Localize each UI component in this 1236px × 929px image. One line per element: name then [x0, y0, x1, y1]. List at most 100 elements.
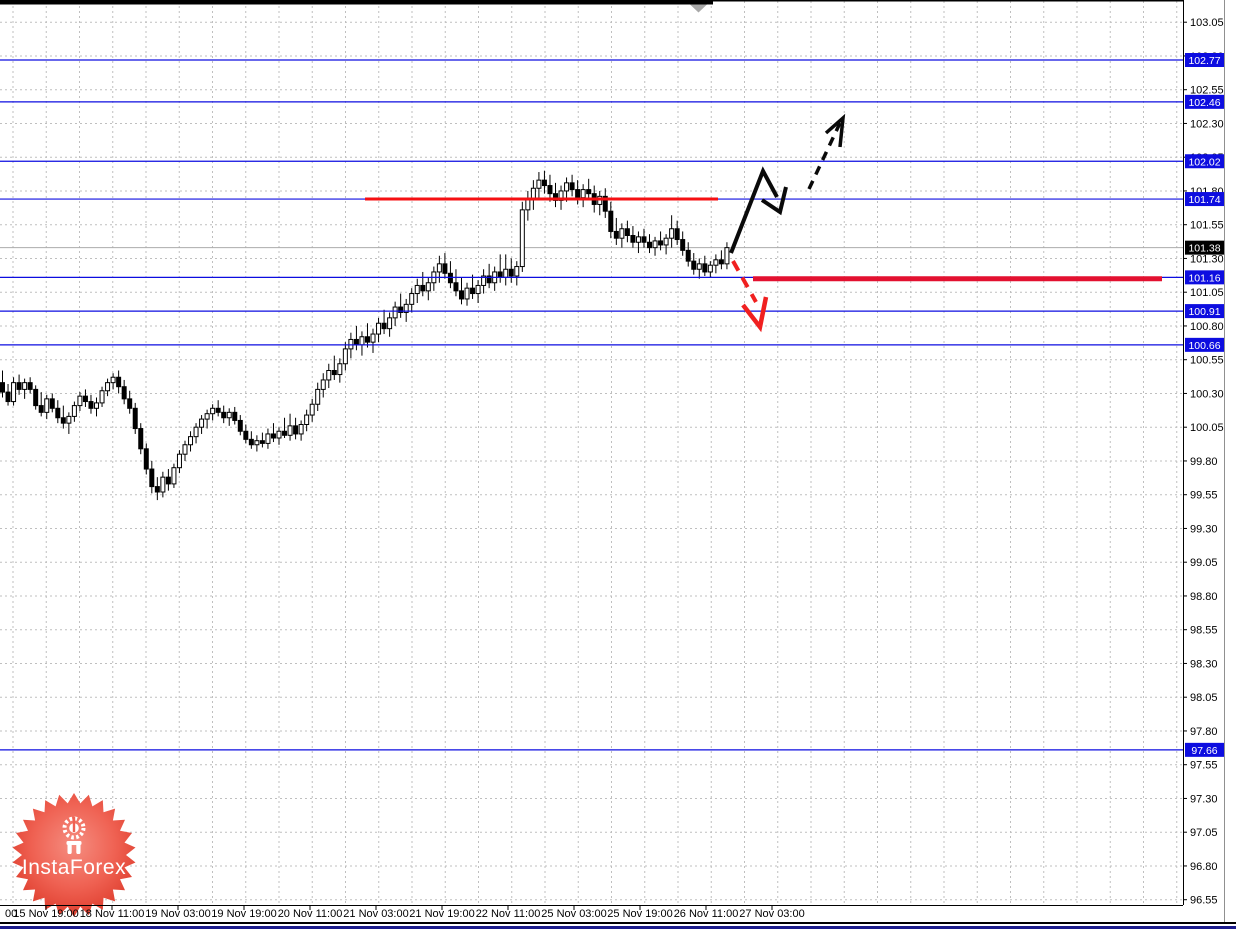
candle-body	[199, 418, 205, 428]
price-tick-label: 103.05	[1190, 17, 1224, 29]
candlestick-series	[0, 170, 730, 501]
candle-body	[353, 338, 359, 346]
candle-body	[680, 239, 686, 251]
price-tick-label: 101.55	[1190, 220, 1224, 232]
gear-teeth	[62, 816, 86, 840]
candle-body	[270, 433, 276, 439]
candle-body	[503, 268, 509, 278]
logo-starburst-icon	[12, 793, 136, 917]
candle-body	[193, 426, 199, 438]
time-tick-label: 22 Nov 11:00	[476, 908, 541, 920]
price-tick-label: 97.30	[1190, 793, 1218, 805]
level-price-label: 102.02	[1188, 156, 1220, 168]
price-axis: 103.05102.80102.55102.30102.05101.80101.…	[1183, 17, 1224, 907]
logo-text: InstaForex	[22, 856, 126, 879]
candle-body	[204, 413, 210, 420]
bearish-dashed-arrow[interactable]	[731, 260, 758, 303]
candle-body	[66, 415, 72, 424]
candle-body	[182, 444, 188, 455]
candle-body	[237, 419, 243, 432]
candle-body	[243, 430, 249, 440]
price-tick-label: 96.55	[1190, 895, 1218, 907]
red-level-segments[interactable]	[365, 197, 1162, 282]
candle-body	[320, 379, 326, 390]
price-tick-label: 100.55	[1190, 355, 1224, 367]
level-price-label-box	[1185, 154, 1224, 169]
candle-body	[309, 403, 315, 416]
price-tick-label: 100.80	[1190, 321, 1224, 333]
candle-body	[691, 260, 697, 270]
candle-body	[387, 317, 393, 330]
candle-body	[696, 263, 702, 270]
candle-body	[331, 370, 337, 376]
time-tick-label: 25 Nov 19:00	[607, 908, 672, 920]
time-tick-label: 19 Nov 03:00	[145, 908, 210, 920]
price-tick-label: 98.30	[1190, 658, 1218, 670]
instaforex-watermark: InstaForex	[12, 793, 136, 917]
candle-body	[38, 405, 44, 413]
grid-lines	[0, 1, 1183, 905]
candle-body	[265, 433, 271, 444]
bullish-zigzag-arrow[interactable]	[729, 166, 779, 254]
candle-body	[165, 476, 171, 485]
candle-body	[420, 284, 426, 292]
candle-body	[5, 391, 11, 403]
bullish-dashed-arrow[interactable]	[807, 122, 842, 190]
price-tick-label: 98.05	[1190, 692, 1218, 704]
price-tick-label: 96.80	[1190, 861, 1218, 873]
level-price-label-box	[1185, 742, 1224, 757]
candle-body	[154, 486, 160, 493]
candle-body	[370, 333, 376, 343]
candle-body	[442, 263, 448, 274]
candle-body	[641, 236, 647, 243]
candle-body	[564, 182, 570, 192]
candle-body	[176, 453, 182, 469]
time-tick-label: 00	[5, 908, 17, 920]
candle-body	[44, 398, 50, 413]
candle-body	[398, 306, 404, 313]
level-price-label: 101.38	[1188, 243, 1220, 255]
candle-body	[348, 338, 354, 350]
candle-body	[519, 209, 525, 268]
candle-body	[232, 411, 238, 421]
candle-body	[149, 468, 155, 488]
candle-body	[547, 185, 553, 195]
price-tick-label: 99.30	[1190, 523, 1218, 535]
candle-body	[403, 303, 409, 313]
bullish-arrowhead[interactable]	[824, 113, 846, 148]
price-tick-label: 100.05	[1190, 422, 1224, 434]
time-tick-label: 26 Nov 11:00	[674, 908, 739, 920]
blue-level-lines[interactable]	[0, 59, 1183, 751]
candle-body	[71, 405, 77, 417]
price-tick-label: 99.05	[1190, 557, 1218, 569]
level-price-label: 101.74	[1188, 194, 1220, 206]
forecast-arrows[interactable]	[729, 113, 846, 333]
candle-body	[0, 382, 5, 393]
candle-body	[94, 402, 100, 409]
candle-body	[364, 336, 370, 343]
level-price-label: 102.77	[1188, 55, 1220, 67]
candle-body	[143, 448, 149, 470]
level-price-label-box	[1185, 192, 1224, 207]
candle-body	[49, 398, 55, 409]
candle-body	[525, 198, 531, 211]
candle-body	[475, 284, 481, 295]
price-tick-label: 97.05	[1190, 827, 1218, 839]
bearish-arrowhead[interactable]	[741, 296, 769, 333]
time-tick-label: 15 Nov 19:00	[13, 908, 78, 920]
price-tick-label: 99.80	[1190, 456, 1218, 468]
level-price-label-box	[1185, 270, 1224, 285]
figure-leg	[67, 843, 72, 854]
candle-body	[536, 179, 542, 189]
level-price-label: 102.46	[1188, 97, 1220, 109]
bullish-zigzag-arrow[interactable]	[760, 186, 788, 216]
candle-body	[282, 430, 288, 436]
candle-body	[298, 424, 304, 435]
candle-body	[541, 179, 547, 187]
candle-body	[27, 382, 33, 390]
time-tick-label: 19 Nov 19:00	[211, 908, 276, 920]
